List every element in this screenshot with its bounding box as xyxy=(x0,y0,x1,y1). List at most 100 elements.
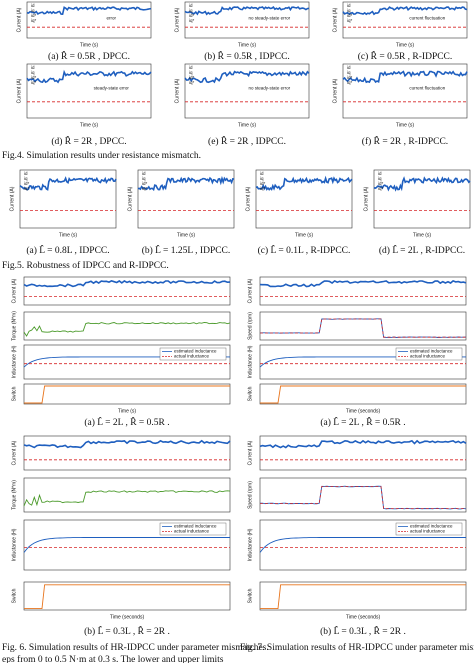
annotation: current fluctuation xyxy=(409,15,445,20)
y-axis-label: Current (A) xyxy=(11,278,17,303)
plot-frame xyxy=(23,383,231,405)
subfigure-caption: (a) L̂ = 2L , R̂ = 0.5R . xyxy=(84,415,169,428)
legend-label: iq* xyxy=(378,186,384,191)
legend-label: id xyxy=(347,65,351,70)
curve xyxy=(24,584,230,610)
legend-label: id xyxy=(24,171,28,176)
plot-frame xyxy=(23,344,231,380)
x-axis-label: Time (s) xyxy=(118,408,136,414)
legend-box xyxy=(159,347,227,361)
legend-label: id xyxy=(260,171,264,176)
legend-label: actual inductance xyxy=(410,354,446,359)
curve xyxy=(184,5,310,16)
curve xyxy=(260,584,466,610)
y-axis-label: Torque (N*m) xyxy=(11,480,17,510)
plot-frame xyxy=(184,1,310,39)
subfigure-caption: (d) L̂ = 2L , R-IDPCC. xyxy=(379,243,465,256)
x-axis-label: Time (seconds) xyxy=(110,614,145,620)
x-axis-label: Time (seconds) xyxy=(346,408,381,414)
x-axis-label: Time (seconds) xyxy=(346,614,381,620)
y-axis-label: Switch xyxy=(11,588,17,603)
legend-label: id* xyxy=(24,181,30,186)
y-axis-label: Current (A) xyxy=(127,186,133,211)
legend-label: iq xyxy=(347,70,351,75)
y-axis-label: Current (A) xyxy=(9,186,15,211)
legend-label: actual inductance xyxy=(174,529,210,534)
x-axis-label: Time (s) xyxy=(80,122,98,128)
annotation: steady-state error xyxy=(94,85,130,90)
subfigure-caption: (a) L̂ = 0.8L , IDPCC. xyxy=(26,243,109,256)
plot-frame xyxy=(23,435,231,471)
x-axis-label: Time (s) xyxy=(396,122,414,128)
subfigure-caption: (b) R̂ = 0.5R , IDPCC. xyxy=(204,49,290,62)
y-axis-label: Speed (rpm) xyxy=(247,312,253,340)
annotation: current fluctuation xyxy=(409,85,445,90)
y-axis-label: Inductance (H) xyxy=(247,345,253,378)
plot-frame xyxy=(19,169,117,229)
legend-label: iq xyxy=(24,176,28,181)
y-axis-label: Current (A) xyxy=(16,78,22,103)
curve xyxy=(259,279,467,288)
curve xyxy=(23,280,231,288)
x-axis-label: Time (s) xyxy=(295,232,313,238)
x-axis-label: Time (s) xyxy=(80,42,98,48)
legend-label: id* xyxy=(378,181,384,186)
curve xyxy=(259,318,467,338)
curve xyxy=(342,6,468,16)
y-axis-label: Current (A) xyxy=(247,440,253,465)
legend-label: iq xyxy=(31,8,35,13)
annotation: no steady-state error xyxy=(249,85,291,90)
legend-label: id* xyxy=(189,75,195,80)
legend-label: iq* xyxy=(260,186,266,191)
legend-label: id* xyxy=(31,75,37,80)
plot-frame xyxy=(259,435,467,471)
x-axis-label: Time (s) xyxy=(396,42,414,48)
y-axis-label: Speed (rpm) xyxy=(247,481,253,509)
annotation: error xyxy=(107,15,117,20)
legend-label: iq xyxy=(260,176,264,181)
legend-label: iq xyxy=(347,8,351,13)
legend-label: iq* xyxy=(347,18,353,23)
curve xyxy=(259,537,466,553)
legend-label: estimated inductance xyxy=(174,349,217,354)
curve xyxy=(255,175,353,191)
y-axis-label: Switch xyxy=(247,386,253,401)
curve xyxy=(19,176,117,191)
legend-label: iq* xyxy=(189,18,195,23)
y-axis-label: Current (A) xyxy=(245,186,251,211)
reference-curve xyxy=(260,486,466,510)
plot-frame xyxy=(342,1,468,39)
legend-label: actual inductance xyxy=(410,529,446,534)
x-axis-label: Time (s) xyxy=(238,122,256,128)
plot-frame xyxy=(259,581,467,611)
legend-label: id xyxy=(347,3,351,8)
plot-frame xyxy=(23,477,231,513)
subfigure-caption: (a) L̂ = 2L , R̂ = 0.5R . xyxy=(320,415,405,428)
curve xyxy=(260,385,466,404)
legend-box xyxy=(395,347,463,361)
plot-frame xyxy=(255,169,353,229)
y-axis-label: Inductance (H) xyxy=(247,528,253,561)
legend-label: id* xyxy=(31,13,37,18)
legend-label: iq* xyxy=(31,18,37,23)
y-axis-label: Current (A) xyxy=(174,7,180,32)
y-axis-label: Torque (N*m) xyxy=(11,311,17,341)
subfigure-caption: (c) R̂ = 0.5R , R-IDPCC. xyxy=(358,49,453,62)
curve xyxy=(137,175,235,192)
legend-box xyxy=(159,522,227,536)
legend-label: id xyxy=(31,3,35,8)
curve xyxy=(26,6,152,16)
plot-frame xyxy=(259,477,467,513)
y-axis-label: Current (A) xyxy=(11,440,17,465)
x-axis-label: Time (s) xyxy=(177,232,195,238)
y-axis-label: Current (A) xyxy=(332,7,338,32)
subfigure-caption: (b) L̂ = 0.3L , R̂ = 2R . xyxy=(320,624,406,637)
curve xyxy=(23,439,231,449)
plot-frame xyxy=(23,276,231,306)
plot-frame xyxy=(23,581,231,611)
legend-label: iq xyxy=(31,70,35,75)
legend-label: id xyxy=(378,171,382,176)
plot-frame xyxy=(259,276,467,306)
y-axis-label: Current (A) xyxy=(363,186,369,211)
